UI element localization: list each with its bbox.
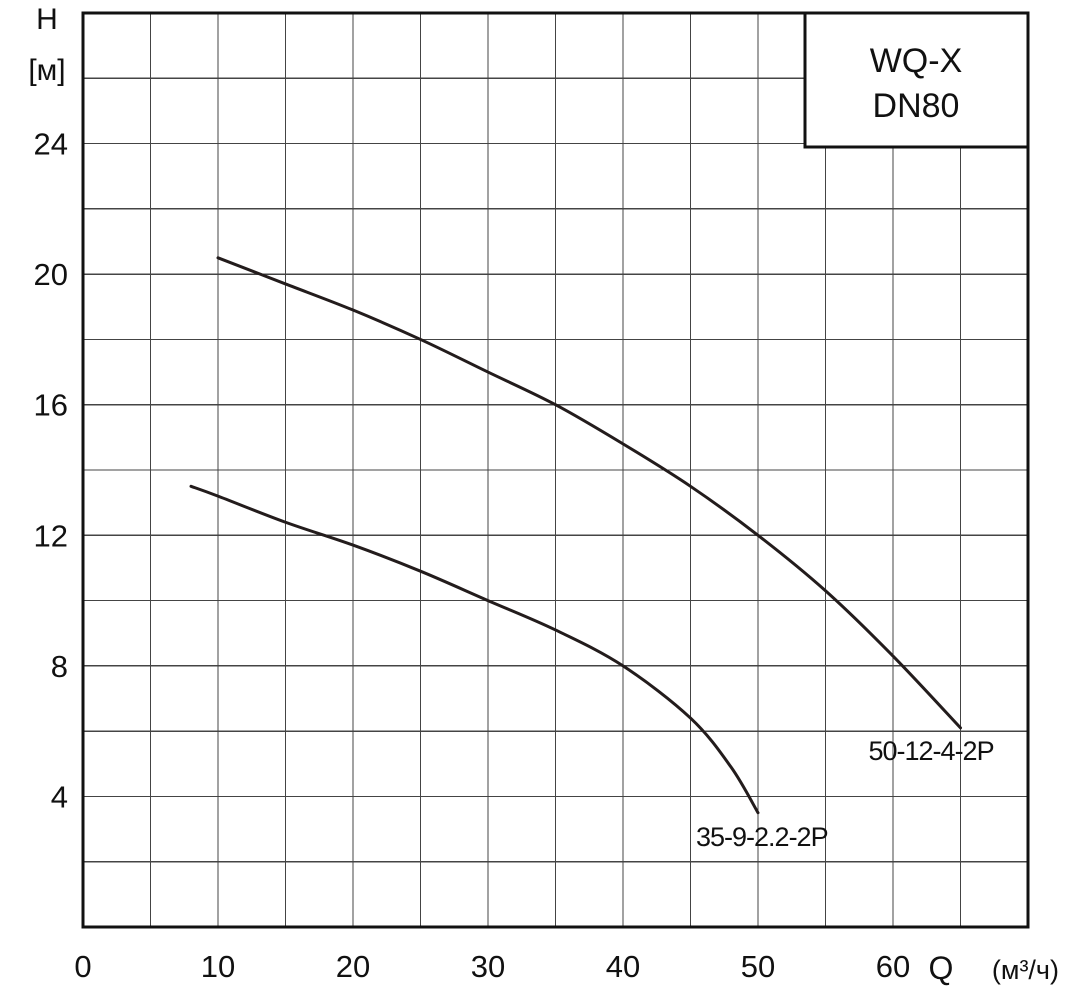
series-line bbox=[216, 256, 962, 730]
plot-frame bbox=[81, 11, 1030, 929]
series-label: 50-12-4-2P bbox=[869, 736, 994, 766]
y-tick-label: 8 bbox=[51, 649, 68, 684]
x-tick-label: 20 bbox=[336, 949, 370, 984]
chart-title-line-2: DN80 bbox=[873, 87, 960, 125]
y-axis-label: H bbox=[36, 3, 58, 36]
curve-labels: 50-12-4-2P 35-9-2.2-2P bbox=[696, 736, 995, 852]
grid bbox=[83, 13, 1028, 927]
x-tick-label: 60 bbox=[876, 949, 910, 984]
y-tick-labels: 4 8 12 16 20 24 bbox=[34, 127, 68, 815]
chart-title-line-1: WQ-X bbox=[870, 42, 963, 80]
y-tick-label: 4 bbox=[51, 779, 68, 814]
x-axis-unit: (м³/ч) bbox=[992, 955, 1059, 985]
y-tick-label: 16 bbox=[34, 388, 68, 423]
series-label: 35-9-2.2-2P bbox=[696, 822, 828, 852]
y-axis-unit: [м] bbox=[28, 54, 65, 87]
series-line bbox=[189, 484, 760, 815]
y-tick-label: 20 bbox=[34, 257, 68, 292]
title-box-border bbox=[803, 11, 1030, 149]
y-tick-label: 12 bbox=[34, 518, 68, 553]
x-tick-labels: 0 10 20 30 40 50 60 bbox=[74, 949, 910, 984]
x-tick-label: 30 bbox=[471, 949, 505, 984]
x-axis-label: Q bbox=[929, 950, 954, 986]
curves bbox=[189, 256, 962, 815]
x-tick-label: 50 bbox=[741, 949, 775, 984]
y-tick-label: 24 bbox=[34, 127, 68, 162]
x-tick-label: 10 bbox=[201, 949, 235, 984]
x-tick-label: 0 bbox=[74, 949, 91, 984]
chart-title-box: WQ-X DN80 bbox=[803, 11, 1030, 149]
x-tick-label: 40 bbox=[606, 949, 640, 984]
